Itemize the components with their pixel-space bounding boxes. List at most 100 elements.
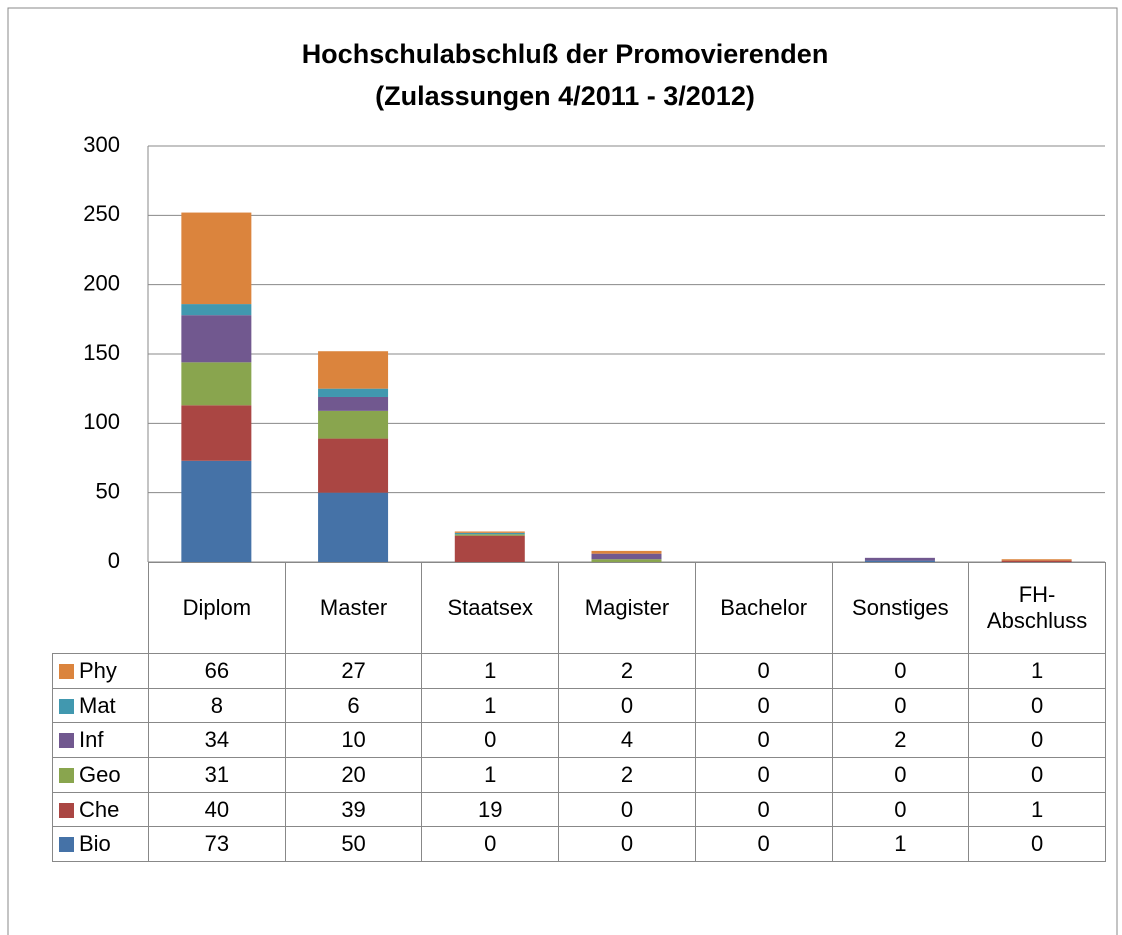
table-value: 73 — [148, 826, 286, 863]
table-row: Geo 31 20 1 2 0 0 0 — [52, 757, 1106, 793]
table-corner — [52, 562, 149, 654]
table-value: 0 — [968, 757, 1106, 793]
legend-label: Che — [79, 796, 120, 822]
bar-segment — [454, 531, 525, 533]
table-value: 1 — [421, 653, 560, 689]
legend-entry: Che — [52, 791, 149, 828]
table-value: 10 — [284, 722, 423, 759]
table-value: 39 — [284, 791, 423, 828]
table-value: 0 — [558, 791, 696, 828]
table-value: 0 — [694, 653, 833, 689]
legend-swatch — [59, 767, 74, 783]
category-label: Master — [284, 562, 423, 654]
table-value: 50 — [284, 826, 423, 863]
table-value: 0 — [831, 757, 970, 793]
legend-label: Bio — [79, 831, 111, 857]
category-label: Diplom — [148, 562, 286, 654]
chart-title: (Zulassungen 4/2011 - 3/2012) — [375, 81, 755, 111]
table-value: 0 — [421, 826, 560, 863]
bar-segment — [864, 557, 935, 561]
category-label: Magister — [558, 562, 696, 654]
legend-label: Phy — [79, 657, 117, 683]
table-value: 2 — [558, 653, 696, 689]
table-value: 1 — [421, 687, 560, 724]
bar-segment — [591, 553, 662, 560]
legend-label: Geo — [79, 761, 121, 787]
table-row: Inf 34 10 0 4 0 2 0 — [52, 722, 1106, 759]
table-value: 8 — [148, 687, 286, 724]
legend-label: Inf — [79, 727, 104, 753]
table-value: 1 — [831, 826, 970, 863]
table-value: 0 — [968, 826, 1106, 863]
table-value: 6 — [284, 687, 423, 724]
table-value: 0 — [694, 757, 833, 793]
table-value: 2 — [831, 722, 970, 759]
y-tick-label: 100 — [83, 409, 120, 434]
bar-segment — [318, 396, 389, 411]
bar-segment — [454, 534, 525, 536]
table-value: 0 — [694, 722, 833, 759]
table-value: 0 — [558, 687, 696, 724]
legend-entry: Inf — [52, 722, 149, 759]
y-tick-label: 150 — [83, 340, 120, 365]
table-value: 20 — [284, 757, 423, 793]
table-value: 0 — [694, 826, 833, 863]
bar-segment — [454, 532, 525, 535]
legend-swatch — [59, 698, 74, 714]
legend-swatch — [59, 802, 74, 818]
legend-swatch — [59, 837, 74, 853]
table-value: 27 — [284, 653, 423, 689]
legend-entry: Geo — [52, 757, 149, 793]
bar-segment — [318, 492, 389, 562]
data-table: Diplom Master Staatsex Magister Bachelor Sons… — [52, 562, 1106, 863]
table-value: 0 — [421, 722, 560, 759]
table-value: 0 — [831, 653, 970, 689]
bar-segment — [318, 410, 389, 439]
table-value: 66 — [148, 653, 286, 689]
category-label: Bachelor — [694, 562, 833, 654]
y-tick-label: 200 — [83, 270, 120, 295]
bar-segment — [318, 438, 389, 493]
bar-segment — [181, 212, 252, 305]
bar-segment — [181, 304, 252, 316]
table-value: 0 — [831, 687, 970, 724]
bar-segment — [181, 315, 252, 363]
legend-label: Mat — [79, 692, 116, 718]
table-value: 1 — [968, 791, 1106, 828]
table-row: Bio 73 50 0 0 0 1 0 — [52, 826, 1106, 863]
bar-segment — [181, 362, 252, 406]
y-tick-label: 300 — [83, 132, 120, 157]
legend-entry: Bio — [52, 826, 149, 863]
category-label: Staatsex — [421, 562, 560, 654]
table-value: 0 — [558, 826, 696, 863]
bar-segment — [1001, 559, 1072, 561]
table-row: Phy 66 27 1 2 0 0 1 — [52, 653, 1106, 689]
bar-segment — [1001, 560, 1072, 562]
legend-swatch — [59, 733, 74, 749]
table-value: 34 — [148, 722, 286, 759]
table-value: 0 — [968, 687, 1106, 724]
table-value: 19 — [421, 791, 560, 828]
bar-segment — [591, 559, 662, 562]
bar-segment — [181, 460, 252, 562]
table-value: 0 — [694, 687, 833, 724]
chart-frame — [7, 7, 1118, 935]
table-row: Che 40 39 19 0 0 0 1 — [52, 791, 1106, 828]
bar-segment — [591, 550, 662, 554]
table-value: 4 — [558, 722, 696, 759]
bar-segment — [181, 405, 252, 461]
table-row: Mat 8 6 1 0 0 0 0 — [52, 687, 1106, 724]
category-label: FH-Abschluss — [968, 562, 1106, 654]
category-label: Sonstiges — [831, 562, 970, 654]
table-value: 1 — [968, 653, 1106, 689]
legend-entry: Phy — [52, 653, 149, 689]
y-tick-label: 50 — [96, 478, 120, 503]
table-value: 0 — [968, 722, 1106, 759]
table-value: 1 — [421, 757, 560, 793]
legend-entry: Mat — [52, 687, 149, 724]
table-value: 0 — [694, 791, 833, 828]
table-value: 31 — [148, 757, 286, 793]
legend-swatch — [59, 663, 74, 679]
